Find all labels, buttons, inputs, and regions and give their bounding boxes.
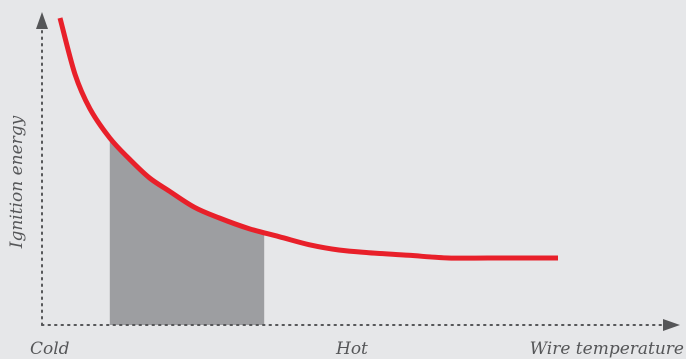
ignition-energy-curve — [57, 17, 558, 261]
x-axis-title: Wire temperature — [530, 339, 684, 359]
curve-layer — [57, 17, 558, 261]
x-tick-label-hot: Hot — [335, 339, 368, 359]
axis-layer — [36, 12, 680, 331]
shaded-region-layer — [109, 138, 265, 325]
x-axis-arrow — [663, 319, 680, 331]
y-axis-arrow — [36, 12, 48, 29]
label-layer: Cold Hot Wire temperature Ignition energ… — [7, 115, 684, 359]
y-axis-title: Ignition energy — [7, 115, 27, 249]
shaded-area — [109, 138, 265, 325]
x-tick-label-cold: Cold — [30, 339, 70, 359]
